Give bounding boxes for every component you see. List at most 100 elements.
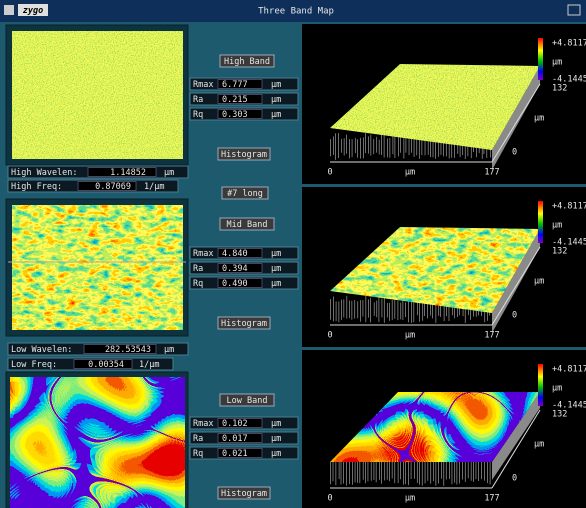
scale-min: -4.1445 — [552, 238, 586, 248]
band-name: High Band — [224, 57, 270, 67]
stat-unit: µm — [271, 279, 281, 289]
color-bar — [538, 364, 543, 406]
y-axis — [491, 409, 541, 489]
stat-value: 0.303 — [222, 110, 248, 120]
stat-unit: µm — [271, 264, 281, 274]
stat-unit: µm — [271, 110, 281, 120]
label: High Wavelen: — [11, 168, 78, 178]
stat-value-box — [217, 278, 263, 288]
high-wavelen-row: High Wavelen: 1.14852 µm — [7, 165, 189, 179]
band-name: Mid Band — [227, 220, 268, 230]
low-freq-row: Low Freq: 0.00354 1/µm — [7, 357, 174, 371]
y-unit: µm — [534, 277, 544, 287]
stat-value-box — [217, 248, 263, 258]
logo-box — [18, 4, 48, 16]
high-band-map — [12, 31, 183, 159]
value: 282.53543 — [105, 345, 151, 355]
x-unit: µm — [405, 331, 415, 341]
stat-value: 0.215 — [222, 95, 248, 105]
x-end: 177 — [484, 331, 499, 341]
histogram-button[interactable] — [217, 147, 271, 161]
stat-value-box — [217, 418, 263, 428]
stat-value: 0.021 — [222, 449, 248, 459]
menu-button[interactable] — [567, 4, 581, 16]
mid-band-map — [12, 205, 183, 330]
surface — [330, 392, 540, 462]
scale-min: -4.1445 — [552, 75, 586, 85]
value: 0.00354 — [88, 360, 124, 370]
y-axis — [491, 83, 541, 163]
scale-max: +4.8117 — [552, 365, 586, 375]
band-button[interactable] — [219, 393, 275, 407]
value-box — [87, 167, 157, 177]
side-face — [492, 229, 540, 333]
window-title: Three Band Map — [258, 7, 334, 17]
value-box — [77, 181, 137, 191]
label: Low Wavelen: — [11, 345, 72, 355]
stat-value: 6.777 — [222, 80, 248, 90]
unit: 1/µm — [144, 182, 164, 192]
stat-value-box — [217, 263, 263, 273]
stat-unit: µm — [271, 249, 281, 259]
x-end: 177 — [484, 494, 499, 504]
scale-unit: µm — [552, 58, 562, 68]
stat-label: Rmax — [193, 419, 213, 429]
stat-label: Ra — [193, 434, 203, 444]
stat-value: 4.840 — [222, 249, 248, 259]
profile-button[interactable] — [221, 186, 269, 200]
scale-max: +4.8117 — [552, 202, 586, 212]
unit: 1/µm — [139, 360, 159, 370]
stat-label: Ra — [193, 264, 203, 274]
x-start: 0 — [327, 494, 332, 504]
histogram-button[interactable] — [217, 486, 271, 500]
scale-min: -4.1445 — [552, 401, 586, 411]
label: Low Freq: — [11, 360, 57, 370]
band-button[interactable] — [219, 217, 275, 231]
value: 0.87069 — [95, 182, 131, 192]
side-face — [492, 392, 540, 480]
value-box — [83, 344, 157, 354]
stat-label: Rmax — [193, 80, 213, 90]
high-freq-row: High Freq: 0.87069 1/µm — [7, 179, 179, 193]
stat-value: 0.017 — [222, 434, 248, 444]
profile-label: #7 long — [227, 189, 263, 199]
color-bar — [538, 38, 543, 80]
x-unit: µm — [405, 168, 415, 178]
low-wavelen-row: Low Wavelen: 282.53543 — [7, 342, 189, 356]
stat-value: 0.102 — [222, 419, 248, 429]
stat-label: Rq — [193, 110, 203, 120]
side-face — [492, 66, 540, 170]
color-bar — [538, 201, 543, 243]
band-button[interactable] — [219, 54, 275, 68]
close-button[interactable] — [4, 5, 14, 15]
stat-label: Ra — [193, 95, 203, 105]
title-bar — [0, 0, 586, 22]
scale-count: 132 — [552, 247, 567, 257]
y-start: 0 — [512, 474, 517, 484]
stat-value-box — [217, 79, 263, 89]
histogram-label: Histogram — [221, 150, 267, 160]
unit: µm — [164, 345, 174, 355]
stat-label: Rq — [193, 279, 203, 289]
stat-unit: µm — [271, 95, 281, 105]
logo: zygo — [23, 6, 43, 16]
stat-unit: µm — [271, 80, 281, 90]
surface — [330, 227, 540, 313]
x-start: 0 — [327, 331, 332, 341]
low-band-map — [10, 377, 185, 508]
histogram-label: Histogram — [221, 489, 267, 499]
histogram-button[interactable] — [217, 316, 271, 330]
stat-unit: µm — [271, 449, 281, 459]
stat-value-box — [217, 433, 263, 443]
scale-count: 132 — [552, 410, 567, 420]
y-unit: µm — [534, 440, 544, 450]
stat-value-box — [217, 94, 263, 104]
x-end: 177 — [484, 168, 499, 178]
stat-value-box — [217, 448, 263, 458]
